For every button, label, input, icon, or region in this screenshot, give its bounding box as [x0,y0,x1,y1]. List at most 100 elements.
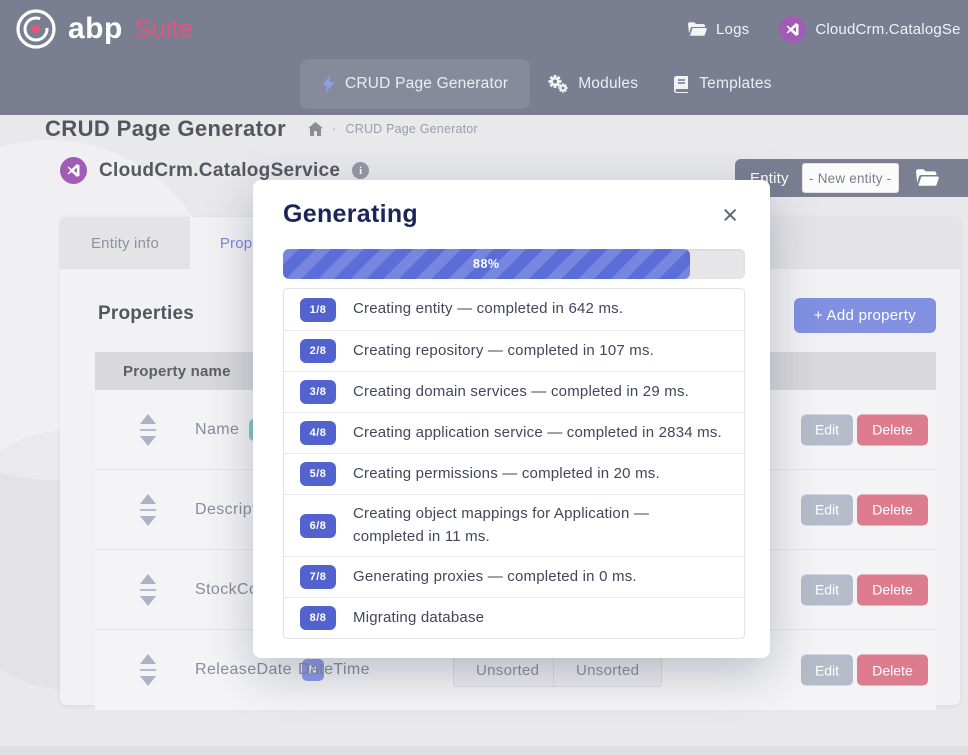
sort-down-icon[interactable] [140,435,156,446]
visual-studio-icon [60,157,87,184]
bottom-scroll-strip[interactable] [0,746,968,755]
step-badge: 2/8 [300,339,336,363]
abp-logo-icon [14,7,58,51]
list-item: 6/8 Creating object mappings for Applica… [284,494,744,556]
sort-control[interactable] [140,413,156,446]
entity-select[interactable]: - New entity - [801,163,899,193]
folder-icon [688,22,707,37]
sort-down-icon[interactable] [140,515,156,526]
sort-dash-icon [140,508,156,511]
tab-templates[interactable]: Templates [656,59,789,109]
lightning-icon [322,75,335,93]
sort-up-icon[interactable] [140,413,156,424]
row-actions: Edit Delete [801,654,928,686]
list-item: 4/8 Creating application service — compl… [284,412,744,453]
navbar-right: Logs CloudCrm.CatalogSe [688,16,961,43]
tab-entity-info[interactable]: Entity info [60,217,190,269]
abp-suite-logo[interactable]: abp Suite [14,7,193,51]
step-text: Migrating database [353,608,485,626]
brand-name: abp [68,12,123,45]
sort-up-icon[interactable] [140,654,156,664]
nav-tab-label: Templates [699,75,772,92]
step-badge: 8/8 [300,606,336,630]
edit-button[interactable]: Edit [801,654,853,686]
nav-tab-label: Modules [578,75,639,92]
step-badge: 5/8 [300,462,336,486]
edit-button[interactable]: Edit [801,494,853,525]
book-icon [674,75,689,93]
property-name-cell: ReleaseDate N [195,659,324,681]
sort-control[interactable] [140,493,156,526]
nullable-badge: N [301,659,324,681]
list-item: 5/8 Creating permissions — completed in … [284,453,744,494]
brand-suffix: Suite [134,14,193,43]
list-item: 7/8 Generating proxies — completed in 0 … [284,556,744,597]
properties-section-title: Properties [98,303,194,324]
solution-label: CloudCrm.CatalogSe [815,21,961,38]
logs-link[interactable]: Logs [688,21,749,38]
sort-dash-icon [140,669,156,671]
project-row: CloudCrm.CatalogService i [60,157,370,184]
top-navbar: abp Suite Logs CloudCrm.CatalogSe CRUD P… [0,0,968,115]
close-icon[interactable]: × [716,200,744,231]
info-icon[interactable]: i [352,162,370,179]
edit-button[interactable]: Edit [801,414,853,445]
list-item: 8/8 Migrating database [284,597,744,638]
home-icon[interactable] [308,122,324,136]
delete-button[interactable]: Delete [857,574,928,605]
open-folder-button[interactable] [915,169,939,187]
sort-up-icon[interactable] [140,573,156,584]
step-badge: 4/8 [300,421,336,445]
add-property-button[interactable]: + Add property [793,298,936,333]
unsorted-button[interactable]: Unsorted [453,653,563,687]
page-title: CRUD Page Generator [45,116,287,141]
entity-toolbar: Entity - New entity - [735,159,968,197]
entity-select-value: - New entity - [809,170,892,186]
sort-down-icon[interactable] [140,676,156,686]
property-name: ReleaseDate [195,661,292,678]
step-text: Creating permissions — completed in 20 m… [353,464,660,482]
step-text: Creating entity — completed in 642 ms. [353,300,624,318]
progress-fill: 88% [283,249,690,279]
modal-title: Generating [283,200,418,228]
tab-crud-page-generator[interactable]: CRUD Page Generator [300,59,531,109]
unsorted-button[interactable]: Unsorted [553,653,663,687]
step-text: Creating application service — completed… [353,423,722,441]
sort-dash-icon [140,588,156,591]
step-badge: 6/8 [300,513,336,538]
breadcrumb-separator: · [332,122,337,136]
visual-studio-icon [779,16,807,43]
list-item: 2/8 Creating repository — completed in 1… [284,330,744,371]
sort-up-icon[interactable] [140,493,156,504]
delete-button[interactable]: Delete [857,654,928,686]
edit-button[interactable]: Edit [801,574,853,605]
project-name: CloudCrm.CatalogService [99,159,341,181]
property-name: Name [195,420,240,438]
page-header: CRUD Page Generator · CRUD Page Generato… [45,116,478,142]
gears-icon [548,75,568,93]
list-item: 1/8 Creating entity — completed in 642 m… [284,289,744,330]
step-text: Generating proxies — completed in 0 ms. [353,567,637,585]
step-text: Creating domain services — completed in … [353,382,690,400]
sort-down-icon[interactable] [140,595,156,606]
step-badge: 7/8 [300,565,336,589]
table-row: ReleaseDate N DateTime Unsorted Unsorted… [95,630,936,710]
sort-control[interactable] [140,654,156,686]
solution-link[interactable]: CloudCrm.CatalogSe [779,16,960,43]
delete-button[interactable]: Delete [857,414,928,445]
modal-header: Generating × [253,180,770,241]
list-item: 3/8 Creating domain services — completed… [284,371,744,412]
sort-dash-icon [140,428,156,431]
step-text: Creating repository — completed in 107 m… [353,341,655,359]
delete-button[interactable]: Delete [857,494,928,525]
sort-control[interactable] [140,573,156,606]
nav-tab-label: CRUD Page Generator [345,75,509,92]
property-type-cell: DateTime [298,661,370,678]
generating-modal: Generating × 88% 1/8 Creating entity — c… [253,180,770,658]
card-tab-label: Entity info [90,234,160,252]
generation-steps-list: 1/8 Creating entity — completed in 642 m… [283,288,745,639]
breadcrumb: · CRUD Page Generator [308,122,478,136]
tab-modules[interactable]: Modules [530,59,656,109]
breadcrumb-current: CRUD Page Generator [345,122,478,136]
row-actions: Edit Delete [801,494,928,525]
